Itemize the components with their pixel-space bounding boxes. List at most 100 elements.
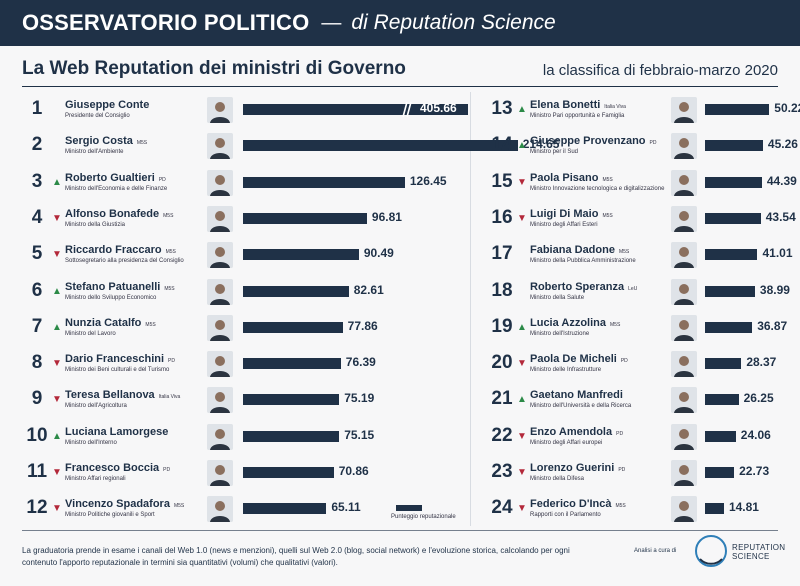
score-bar bbox=[243, 358, 341, 370]
minister-photo bbox=[207, 496, 233, 523]
minister-photo bbox=[207, 133, 233, 160]
minister-name-text: Dario Franceschini bbox=[65, 353, 165, 366]
ranking-row: 2 Sergio Costa M5S Ministro dell'Ambiente 21… bbox=[22, 132, 559, 168]
party-label: Italia Viva bbox=[604, 104, 626, 110]
minister-photo bbox=[207, 97, 233, 123]
minister-name: Vincenzo Spadafora M5S bbox=[65, 498, 184, 510]
trend-up-icon: ▲ bbox=[52, 321, 62, 333]
minister-photo bbox=[671, 351, 697, 378]
legend-swatch bbox=[396, 505, 422, 511]
trend-up-icon: ▲ bbox=[517, 140, 527, 152]
score-value: 14.81 bbox=[728, 500, 759, 515]
rank-number: 23 bbox=[491, 461, 513, 482]
minister-name: Dario Franceschini PD bbox=[65, 353, 175, 365]
minister-photo bbox=[671, 314, 697, 341]
minister-name-text: Fabiana Dadone bbox=[530, 244, 615, 257]
minister-photo bbox=[207, 242, 233, 269]
trend-down-icon: ▼ bbox=[517, 212, 527, 224]
minister-role: Ministro dell'Interno bbox=[65, 439, 117, 446]
party-label: M5S bbox=[165, 249, 176, 256]
minister-role: Ministro della Giustizia bbox=[65, 221, 126, 228]
minister-photo bbox=[207, 278, 233, 305]
minister-name: Giuseppe Conte bbox=[65, 99, 149, 111]
minister-name-text: Luciana Lamorgese bbox=[65, 425, 169, 438]
minister-name-text: Alfonso Bonafede bbox=[65, 207, 160, 220]
minister-name-text: Nunzia Catalfo bbox=[65, 316, 142, 329]
party-label: M5S bbox=[136, 140, 148, 147]
minister-name-text: Luigi Di Maio bbox=[530, 207, 599, 220]
minister-role: Ministro dello Sviluppo Economico bbox=[65, 294, 157, 301]
minister-name-text: Lorenzo Guerini bbox=[530, 462, 615, 474]
party-label: PD bbox=[649, 140, 657, 147]
minister-role: Ministro dell'Economia e delle Finanze bbox=[65, 185, 168, 192]
minister-name-text: Paola De Micheli bbox=[530, 353, 617, 366]
score-value: 82.61 bbox=[353, 282, 384, 297]
trend-up-icon: ▲ bbox=[517, 104, 527, 115]
ranking-row: 11 ▼ Francesco Boccia PD Ministro Affari reg… bbox=[22, 459, 369, 495]
party-label: M5S bbox=[173, 503, 185, 510]
score-bar bbox=[243, 467, 334, 478]
minister-name-text: Giuseppe Provenzano bbox=[530, 135, 646, 148]
rank-number: 18 bbox=[491, 279, 513, 301]
rank-number: 5 bbox=[31, 243, 43, 265]
minister-photo bbox=[207, 423, 233, 450]
rank-number: 11 bbox=[26, 461, 48, 482]
minister-name: Paola De Micheli PD bbox=[530, 353, 628, 365]
header-subtitle: di Reputation Science bbox=[351, 11, 556, 34]
score-value: 36.87 bbox=[757, 318, 788, 333]
score-value: 75.15 bbox=[344, 427, 375, 442]
score-value: 45.26 bbox=[767, 137, 798, 152]
score-value: 22.73 bbox=[739, 464, 770, 478]
minister-name-text: Teresa Bellanova bbox=[65, 389, 155, 402]
column-divider bbox=[470, 92, 471, 526]
minister-name-text: Francesco Boccia bbox=[65, 462, 160, 474]
rank-number: 9 bbox=[31, 388, 43, 410]
score-bar bbox=[705, 176, 762, 188]
rank-number: 4 bbox=[31, 206, 43, 228]
minister-name: Lucia Azzolina M5S bbox=[530, 317, 620, 329]
ranking-row: 20 ▼ Paola De Micheli PD Ministro delle Infr… bbox=[487, 350, 787, 386]
minister-name: Enzo Amendola PD bbox=[530, 426, 623, 438]
ranking-row: 1 Giuseppe Conte Presidente del Consiglio 4… bbox=[22, 96, 468, 132]
rank-number: 12 bbox=[26, 497, 48, 519]
party-label: M5S bbox=[610, 321, 621, 328]
minister-name: Federico D'Incà M5S bbox=[530, 498, 626, 510]
rank-number: 16 bbox=[491, 206, 513, 228]
trend-down-icon: ▼ bbox=[52, 503, 62, 515]
minister-name: Teresa Bellanova Italia Viva bbox=[65, 389, 180, 401]
rank-number: 14 bbox=[491, 134, 513, 156]
score-bar bbox=[243, 394, 340, 406]
minister-name: Paola Pisano M5S bbox=[530, 172, 613, 184]
minister-role: Ministro della Salute bbox=[530, 294, 585, 301]
minister-name: Gaetano Manfredi bbox=[530, 389, 623, 401]
minister-photo bbox=[207, 205, 233, 232]
ranking-row: 15 ▼ Paola Pisano M5S Ministro Innovazione t… bbox=[487, 169, 797, 205]
score-value: 75.19 bbox=[344, 391, 375, 406]
minister-photo bbox=[207, 314, 233, 341]
ranking-row: 4 ▼ Alfonso Bonafede M5S Ministro della Gius… bbox=[22, 205, 402, 241]
trend-up-icon: ▲ bbox=[52, 176, 62, 188]
minister-name-text: Lucia Azzolina bbox=[530, 316, 606, 329]
minister-role: Ministro degli Affari Esteri bbox=[530, 221, 598, 228]
ranking-row: 18 Roberto Speranza LeU Ministro della Salu… bbox=[487, 278, 790, 314]
minister-photo bbox=[671, 423, 697, 450]
minister-name-text: Enzo Amendola bbox=[530, 425, 613, 438]
credit-label: Analisi a cura di bbox=[634, 548, 677, 554]
minister-photo bbox=[207, 460, 233, 486]
minister-role: Ministro Affari regionali bbox=[65, 476, 126, 482]
score-value: 126.45 bbox=[409, 173, 447, 188]
score-bar bbox=[243, 249, 359, 261]
ranking-row: 5 ▼ Riccardo Fraccaro M5S Sottosegretario al… bbox=[22, 241, 394, 277]
footer-divider bbox=[22, 530, 778, 531]
trend-down-icon: ▼ bbox=[52, 394, 62, 406]
rank-number: 20 bbox=[491, 352, 513, 374]
trend-down-icon: ▼ bbox=[517, 467, 527, 478]
party-label: M5S bbox=[618, 249, 630, 256]
minister-photo bbox=[671, 387, 697, 414]
rank-number: 2 bbox=[31, 134, 43, 156]
minister-photo bbox=[671, 496, 697, 523]
ranking-row: 12 ▼ Vincenzo Spadafora M5S Ministro Politic… bbox=[22, 495, 361, 531]
trend-down-icon: ▼ bbox=[517, 358, 527, 370]
trend-down-icon: ▼ bbox=[52, 212, 62, 224]
rank-number: 6 bbox=[31, 279, 43, 301]
